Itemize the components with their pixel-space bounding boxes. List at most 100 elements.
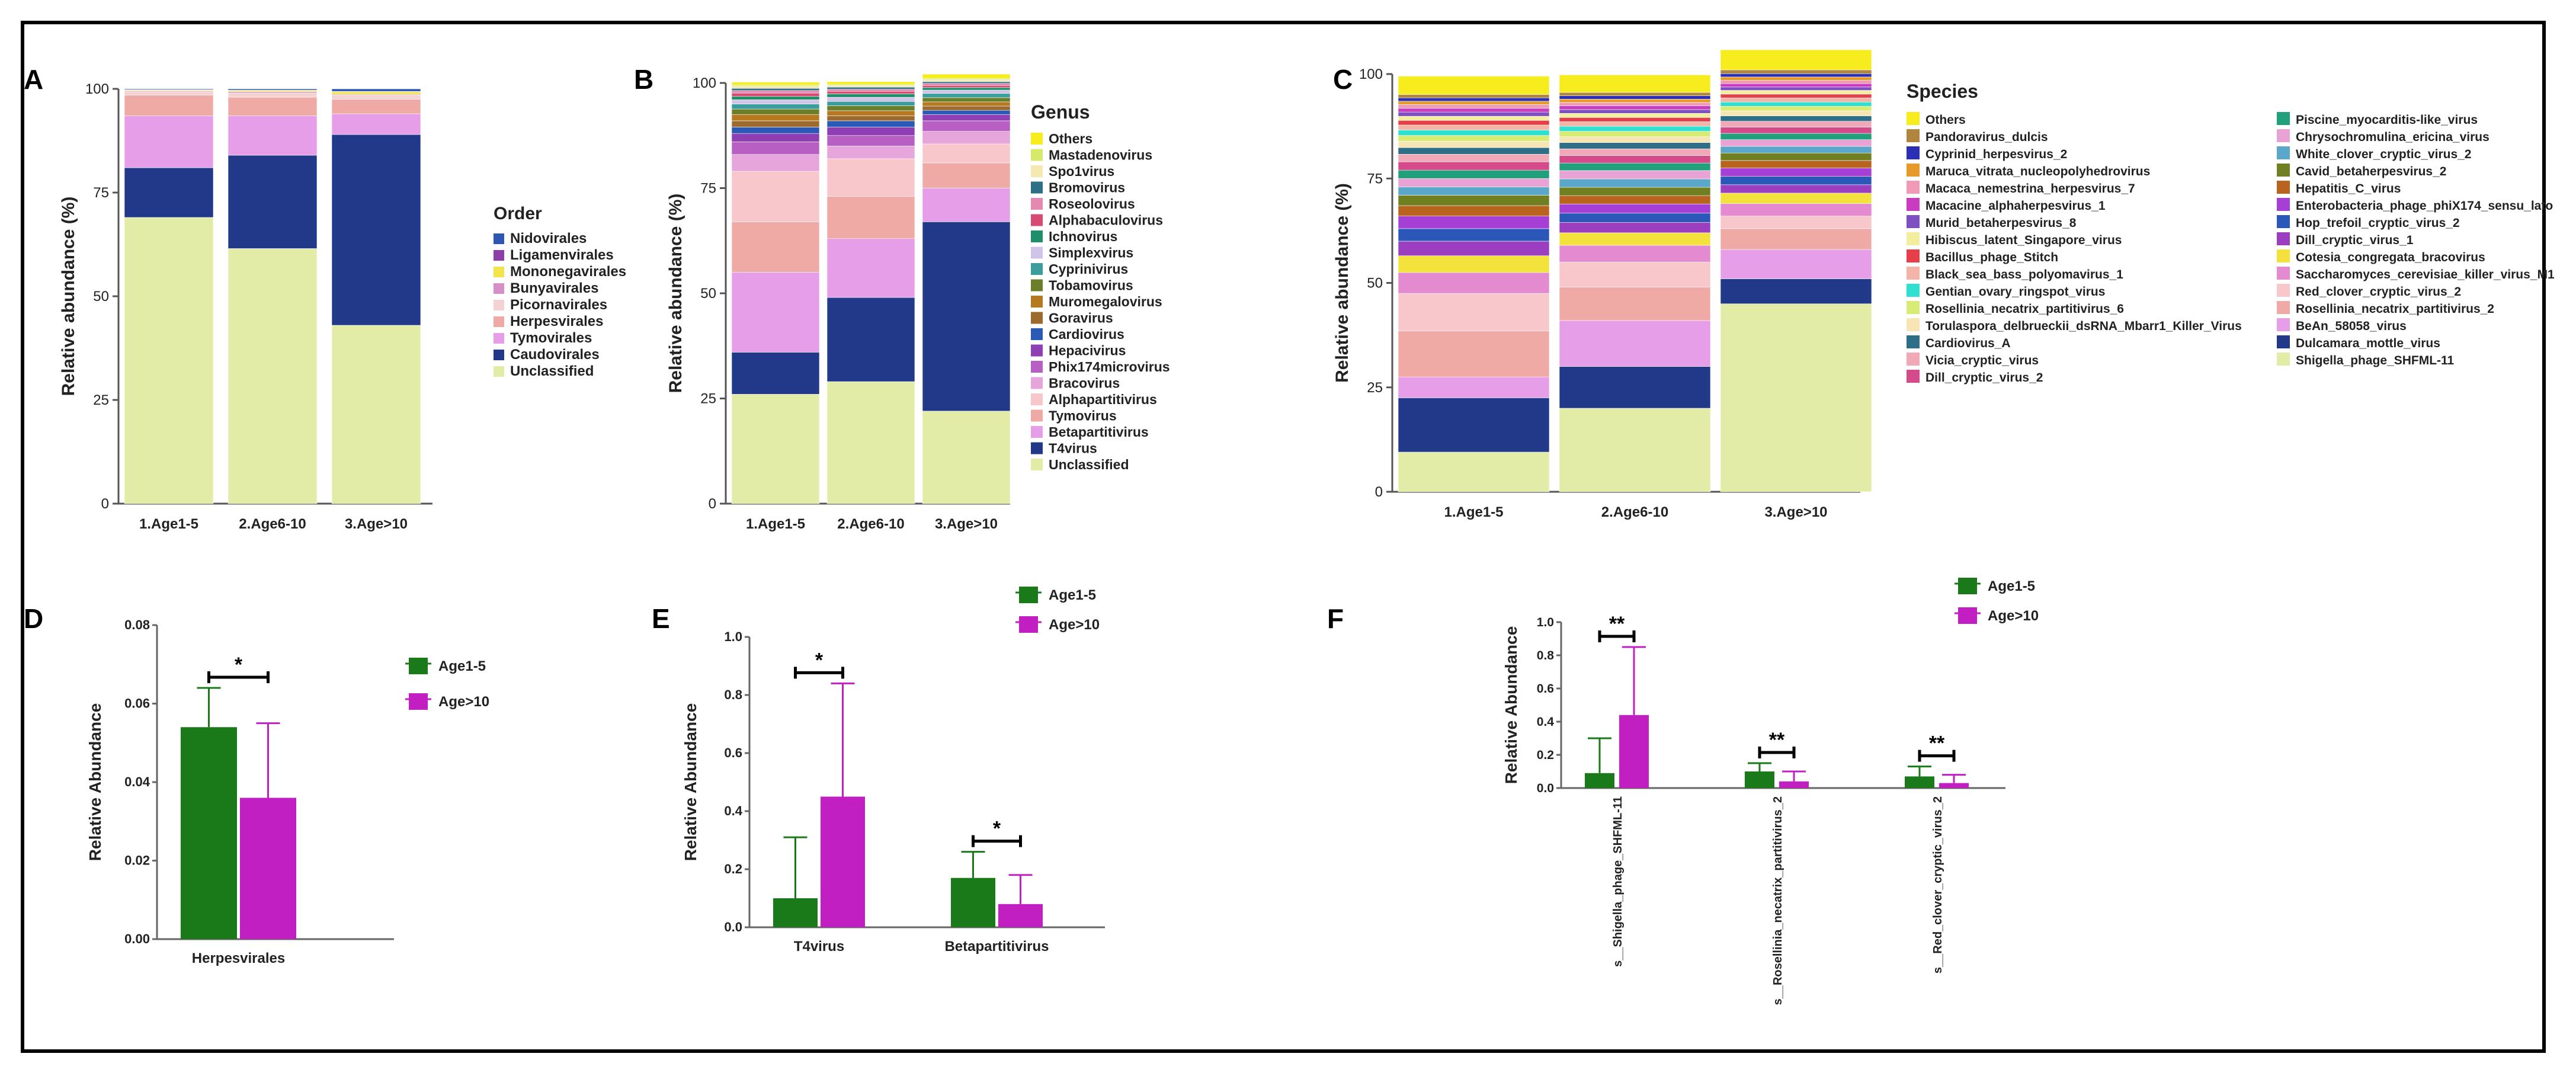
y-tick-label: 75 [93, 185, 109, 201]
bar-segment-goravirus [731, 120, 820, 127]
bar-age1-5 [951, 878, 995, 927]
legend-swatch-hibiscus-latent-singapore-virus [1907, 232, 1920, 245]
bar-age-10 [821, 796, 865, 927]
legend-swatch-unclassified [1031, 459, 1043, 470]
legend-swatch-saccharomyces-cerevisiae-killer-virus-m1 [2277, 267, 2290, 280]
bar-segment-cyprinivirus [922, 93, 1011, 98]
legend-swatch-caudovirales [494, 350, 504, 360]
bar-segment-mastadenovirus [826, 84, 915, 86]
legend-swatch-cardiovirus-a [1907, 335, 1920, 348]
bar-segment-rosellinia-necatrix-partitivirus-2 [1720, 228, 1872, 250]
y-tick-label: 50 [700, 286, 716, 302]
legend-label: Age1-5 [438, 658, 486, 674]
bar-segment-hop-trefoil-cryptic-virus-2 [1720, 176, 1872, 185]
legend-label: Age1-5 [1988, 578, 2035, 594]
bar-segment-vicia-cryptic-virus [1559, 148, 1711, 156]
y-tick-label: 0.6 [724, 745, 742, 760]
bar-segment-rosellinia-necatrix-partitivirus-6 [1559, 131, 1711, 137]
legend-label: Maruca_vitrata_nucleopolyhedrovirus [1925, 165, 2150, 178]
bar-segment-unclassified [922, 411, 1011, 504]
bar-segment-cyprinid-herpesvirus-2 [1559, 95, 1711, 100]
bar-segment-spo1virus [922, 79, 1011, 82]
bar-segment-maruca-vitrata-nucleopolyhedrovirus [1720, 76, 1872, 81]
bar-segment-bunyavirales [228, 91, 318, 94]
legend-swatch-pandoravirus-dulcis [1907, 129, 1920, 142]
legend-title: Genus [1031, 101, 1090, 123]
y-tick-label: 1.0 [1537, 616, 1554, 629]
bar-segment-caudovirales [228, 155, 318, 249]
legend-swatch-phix174microvirus [1031, 361, 1043, 373]
legend-label: Mononegavirales [510, 264, 626, 280]
bar-segment-bromovirus [826, 87, 915, 89]
bar-segment-mononegavirales [228, 90, 318, 92]
bar-segment-picornavirales [228, 92, 318, 98]
legend-swatch-white-clover-cryptic-virus-2 [2277, 146, 2290, 159]
bar-segment-tobamovirus [731, 108, 820, 115]
bar-segment-unclassified [731, 394, 820, 504]
y-tick-label: 75 [700, 181, 716, 197]
bar-segment-alphabaculovirus [922, 85, 1011, 88]
y-tick-label: 0.0 [724, 920, 742, 934]
y-tick-label: 0.2 [724, 862, 742, 876]
bar-segment-hepacivirus [731, 133, 820, 142]
x-tick-label: 1.Age1-5 [1444, 504, 1503, 520]
y-tick-label: 0.08 [124, 617, 150, 632]
bar-segment-tobamovirus [922, 97, 1011, 103]
legend-title: Species [1907, 81, 1978, 102]
legend-label: Cyprinid_herpesvirus_2 [1925, 148, 2067, 161]
bar-segment-dill-cryptic-virus-1 [1559, 222, 1711, 233]
bar-segment-alphapartitivirus [731, 171, 820, 222]
legend-label: Cyprinivirus [1049, 261, 1128, 277]
legend-label: Muromegalovirus [1049, 294, 1162, 309]
legend-swatch-alphapartitivirus [1031, 393, 1043, 405]
bar-segment-nidovirales [228, 88, 318, 91]
bar-segment-torulaspora-delbrueckii-dsrna-mbarr1-killer-virus [1720, 110, 1872, 116]
y-tick-label: 100 [1359, 66, 1383, 82]
bar-segment-alphabaculovirus [731, 92, 820, 97]
legend-swatch-bunyavirales [494, 283, 504, 294]
legend-label: Unclassified [510, 363, 594, 379]
legend-label: Ligamenvirales [510, 247, 614, 263]
legend-label: Torulaspora_delbrueckii_dsRNA_Mbarr1_Kil… [1925, 319, 2242, 333]
x-tick-label: 1.Age1-5 [139, 516, 198, 532]
legend-swatch-bromovirus [1031, 181, 1043, 194]
y-axis-title: Relative abundance (%) [59, 197, 78, 396]
bar-segment-murid-betaherpesvirus-8 [1398, 111, 1550, 117]
panel-label: A [24, 64, 43, 95]
bar-segment-others [731, 82, 820, 85]
legend-swatch-goravirus [1031, 312, 1043, 324]
bar-segment-others [1398, 76, 1550, 95]
bar-segment-hibiscus-latent-singapore-virus [1720, 90, 1872, 95]
panel-c: C 0 25 50 75 100 Relative abundance (%) 1.Age1-… [1332, 49, 2555, 520]
bar-segment-enterobacteria-phage-phix174-sensu-lato [1398, 216, 1550, 229]
bar-segment-betapartitivirus [731, 272, 820, 353]
x-tick-label: s__Rosellinia_necatrix_partitivirus_2 [1771, 796, 1784, 1005]
bar-segment-mastadenovirus [731, 85, 820, 87]
bar-segment-piscine-myocarditis-like-virus [1720, 133, 1872, 140]
bar-segment-muromegalovirus [731, 114, 820, 121]
bar-segment-macaca-nemestrina-herpesvirus-7 [1559, 102, 1711, 106]
legend-swatch-bean-58058-virus [2277, 318, 2290, 331]
legend-swatch-cotesia-congregata-bracovirus [2277, 249, 2290, 262]
bar-segment-others [922, 73, 1011, 79]
bar-segment-spo1virus [826, 85, 915, 88]
legend-label: Macacine_alphaherpesvirus_1 [1925, 199, 2106, 213]
x-tick-label: 3.Age>10 [935, 516, 998, 532]
bar-segment-hepatitis-c-virus [1559, 195, 1711, 204]
bar-segment-nidovirales [331, 88, 421, 92]
panel-f: F 0.0 0.2 0.4 0.6 0.8 1.0 Relative Abundance ** s… [1327, 578, 2039, 1005]
bar-segment-unclassified [826, 381, 915, 504]
legend-label: Cotesia_congregata_bracovirus [2296, 251, 2485, 264]
bar-segment-bracovirus [826, 146, 915, 159]
bar-segment-cardiovirus [922, 110, 1011, 115]
bar-segment-murid-betaherpesvirus-8 [1559, 109, 1711, 114]
bar-segment-macacine-alphaherpesvirus-1 [1559, 105, 1711, 110]
bar-segment-torulaspora-delbrueckii-dsrna-mbarr1-killer-virus [1398, 141, 1550, 148]
bar-segment-cyprinid-herpesvirus-2 [1398, 97, 1550, 102]
y-axis-title: Relative Abundance [681, 703, 700, 862]
legend-label: Hibiscus_latent_Singapore_virus [1925, 233, 2122, 247]
legend-swatch-gentian-ovary-ringspot-virus [1907, 284, 1920, 297]
bar-segment-pandoravirus-dulcis [1720, 69, 1872, 74]
bar-segment-cotesia-congregata-bracovirus [1398, 255, 1550, 273]
legend-swatch-betapartitivirus [1031, 426, 1043, 438]
